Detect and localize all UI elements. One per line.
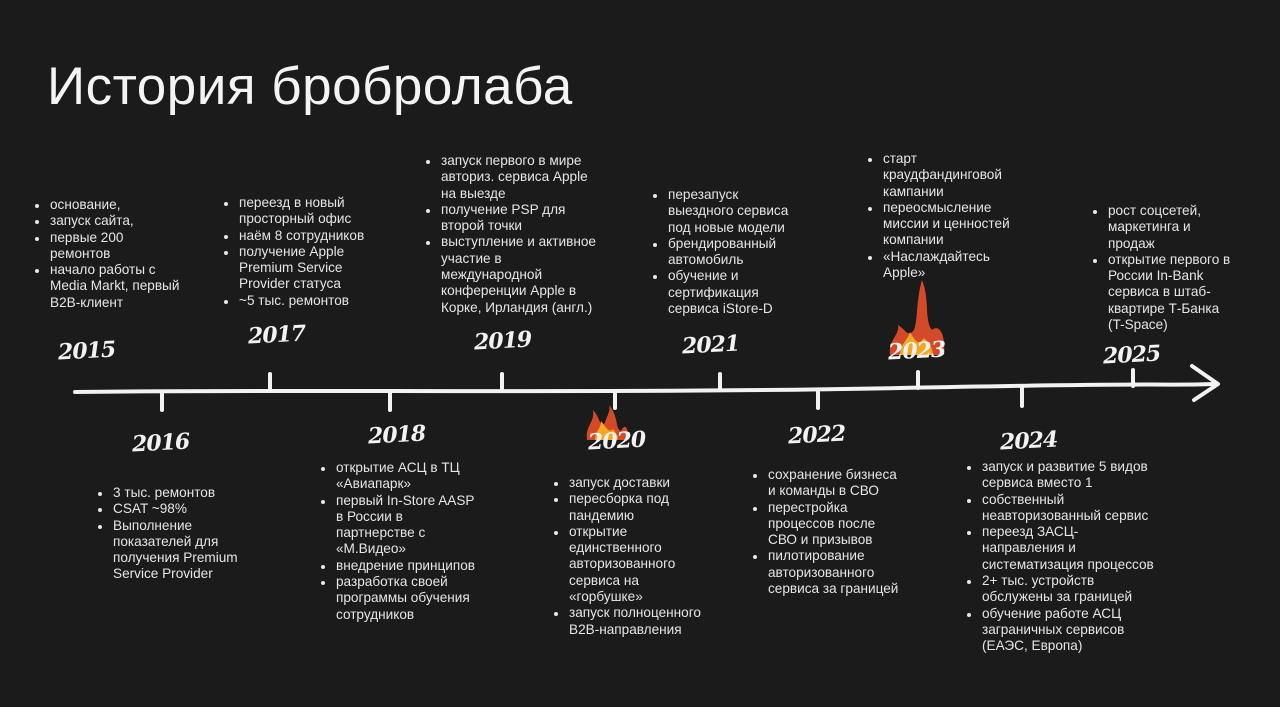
milestone-item: обучение и сертификация сервиса iStore-D	[651, 268, 788, 317]
milestone-item: перезапуск выездного сервиса под новые м…	[651, 187, 788, 236]
milestone-item: открытие АСЦ в ТЦ «Авиапарк»	[319, 460, 475, 493]
milestone-item: запуск и развитие 5 видов сервиса вместо…	[965, 459, 1154, 492]
milestone-item: открытие первого в России In-Bank сервис…	[1091, 252, 1230, 333]
milestone-item: получение PSP для второй точки	[424, 202, 596, 235]
milestone-item: перестройка процессов после СВО и призыв…	[751, 500, 898, 549]
flame-icon	[586, 405, 628, 440]
milestone-item: переезд ЗАСЦ- направления и систематизац…	[965, 524, 1154, 573]
timeline-line	[73, 382, 1217, 394]
milestones-2022: сохранение бизнеса и команды в СВО перес…	[751, 467, 898, 597]
milestone-item: обучение работе АСЦ заграничных сервисов…	[965, 606, 1154, 655]
page-title: История брoбролаба	[47, 57, 573, 116]
milestones-2025: рост соцсетей, маркетинга и продаж откры…	[1091, 203, 1230, 333]
milestone-item: пилотирование авторизованного сервиса за…	[751, 548, 898, 597]
milestone-item: 3 тыс. ремонтов	[96, 485, 238, 501]
milestone-item: начало работы с Media Markt, первый B2B-…	[33, 262, 179, 311]
milestone-item: «Наслаждайтесь Apple»	[866, 249, 1010, 282]
year-label: 2020	[587, 426, 646, 456]
milestone-item: переезд в новый просторный офис	[222, 195, 364, 228]
milestones-2019: запуск первого в мире авториз. сервиса A…	[424, 153, 596, 316]
milestone-item: выступление и активное участие в междуна…	[424, 234, 596, 315]
year-label: 2023	[887, 336, 946, 366]
milestone-item: запуск полноценного B2B-направления	[552, 605, 701, 638]
milestone-item: получение Apple Premium Service Provider…	[222, 244, 364, 293]
milestone-item: внедрение принципов	[319, 558, 475, 574]
arrow-head-icon	[1190, 364, 1220, 402]
milestone-item: ~5 тыс. ремонтов	[222, 293, 364, 309]
milestone-item: первый In-Store AASP в России в партнерс…	[319, 493, 475, 558]
milestone-item: разработка своей программы обучения сотр…	[319, 574, 475, 623]
milestone-item: сохранение бизнеса и команды в СВО	[751, 467, 898, 500]
year-label: 2019	[473, 326, 532, 356]
year-label: 2016	[131, 428, 190, 458]
flame-icon	[889, 280, 945, 355]
milestone-item: собственный неавторизованный сервис	[965, 492, 1154, 525]
milestones-2016: 3 тыс. ремонтов CSAT ~98% Выполнение пок…	[96, 485, 238, 583]
milestones-2015: основание, запуск сайта, первые 200 ремо…	[33, 197, 179, 311]
milestone-item: переосмысление миссии и ценностей компан…	[866, 200, 1010, 249]
milestone-item: запуск сайта,	[33, 213, 179, 229]
milestone-item: Выполнение показателей для получения Pre…	[96, 518, 238, 583]
year-label: 2015	[57, 336, 116, 366]
year-label: 2025	[1102, 340, 1161, 370]
milestone-item: 2+ тыс. устройств обслужены за границей	[965, 573, 1154, 606]
milestones-2018: открытие АСЦ в ТЦ «Авиапарк» первый In-S…	[319, 460, 475, 623]
milestone-item: наём 8 сотрудников	[222, 228, 364, 244]
milestone-item: рост соцсетей, маркетинга и продаж	[1091, 203, 1230, 252]
milestone-item: первые 200 ремонтов	[33, 230, 179, 263]
milestones-2020: запуск доставки пересборка под пандемию …	[552, 475, 701, 638]
milestone-item: брендированный автомобиль	[651, 236, 788, 269]
milestones-2023: старт краудфандинговой кампании переосмы…	[866, 151, 1010, 281]
milestone-item: открытие единственного авторизованного с…	[552, 524, 701, 605]
year-label: 2024	[999, 426, 1058, 456]
milestone-item: пересборка под пандемию	[552, 491, 701, 524]
year-label: 2022	[787, 420, 846, 450]
milestones-2017: переезд в новый просторный офис наём 8 с…	[222, 195, 364, 309]
milestones-2021: перезапуск выездного сервиса под новые м…	[651, 187, 788, 317]
milestone-item: основание,	[33, 197, 179, 213]
milestone-item: запуск доставки	[552, 475, 701, 491]
milestone-item: старт краудфандинговой кампании	[866, 151, 1010, 200]
milestone-item: запуск первого в мире авториз. сервиса A…	[424, 153, 596, 202]
milestones-2024: запуск и развитие 5 видов сервиса вместо…	[965, 459, 1154, 655]
year-label: 2017	[247, 320, 306, 350]
year-label: 2018	[367, 420, 426, 450]
timeline-ticks	[160, 368, 1135, 412]
year-label: 2021	[681, 330, 740, 360]
milestone-item: CSAT ~98%	[96, 501, 238, 517]
